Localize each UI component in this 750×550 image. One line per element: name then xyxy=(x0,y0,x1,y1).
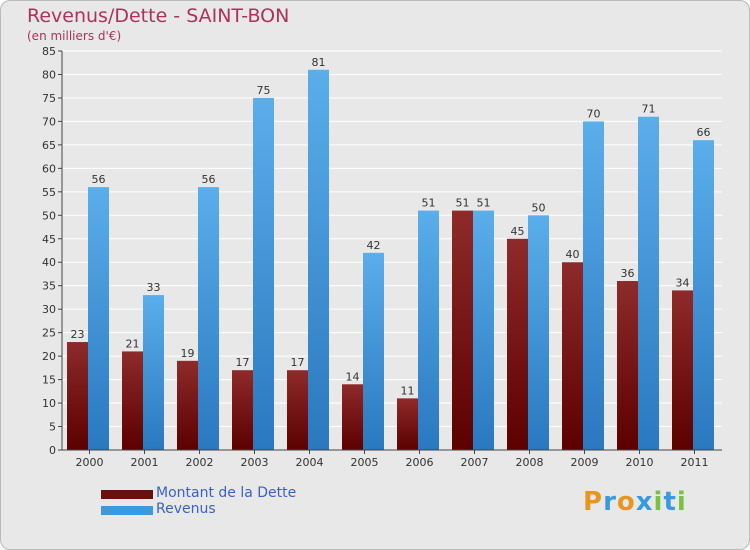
data-label-debt-2006: 11 xyxy=(401,384,415,397)
chart-title: Revenus/Dette - SAINT-BON xyxy=(27,5,290,27)
logo-letter: i xyxy=(676,487,687,517)
data-label-revenus-2000: 56 xyxy=(92,173,106,186)
bar-revenus-2011 xyxy=(693,140,714,450)
legend-label-revenus: Revenus xyxy=(156,501,216,517)
logo-letter: r xyxy=(603,487,617,517)
y-tick-label: 50 xyxy=(42,209,56,222)
data-label-debt-2009: 40 xyxy=(566,248,580,261)
bar-revenus-2008 xyxy=(528,215,549,450)
y-tick-label: 5 xyxy=(49,421,56,434)
proxiti-logo: Proxiti xyxy=(583,487,687,517)
x-tick-label: 2010 xyxy=(626,456,654,469)
data-label-revenus-2001: 33 xyxy=(147,281,161,294)
data-label-debt-2008: 45 xyxy=(511,225,525,238)
logo-letter: t xyxy=(663,487,677,517)
data-label-debt-2001: 21 xyxy=(126,337,140,350)
axes: 0 5 10 15 20 25 30 35 40 45 50 55 60 65 70 75 80 85 2000 20… xyxy=(42,45,722,469)
bar-debt-2002 xyxy=(177,360,198,450)
bar-debt-2007 xyxy=(452,210,473,450)
bar-debt-2000 xyxy=(67,342,88,450)
data-label-revenus-2002: 56 xyxy=(202,173,216,186)
bar-debt-2003 xyxy=(232,370,253,450)
data-label-revenus-2011: 66 xyxy=(697,126,711,139)
logo-letter: o xyxy=(616,487,636,517)
data-label-revenus-2004: 81 xyxy=(312,56,326,69)
x-tick-label: 2009 xyxy=(571,456,599,469)
x-tick-label: 2000 xyxy=(76,456,104,469)
x-tick-label: 2003 xyxy=(241,456,269,469)
y-tick-label: 70 xyxy=(42,115,56,128)
y-tick-label: 0 xyxy=(49,444,56,457)
data-label-debt-2003: 17 xyxy=(236,356,250,369)
bar-revenus-2002 xyxy=(198,187,219,451)
y-tick-label: 75 xyxy=(42,92,56,105)
bar-revenus-2005 xyxy=(363,252,384,450)
x-tick-label: 2004 xyxy=(296,456,324,469)
bar-debt-2009 xyxy=(562,262,583,450)
bar-revenus-2009 xyxy=(583,121,604,450)
bar-debt-2008 xyxy=(507,238,528,450)
data-label-debt-2011: 34 xyxy=(676,276,690,289)
y-tick-label: 55 xyxy=(42,186,56,199)
y-tick-label: 85 xyxy=(42,45,56,58)
data-label-debt-2010: 36 xyxy=(621,267,635,280)
legend-swatch-revenus xyxy=(101,506,153,515)
data-label-revenus-2003: 75 xyxy=(257,84,271,97)
data-label-debt-2004: 17 xyxy=(291,356,305,369)
y-tick-label: 40 xyxy=(42,256,56,269)
bar-debt-2001 xyxy=(122,351,143,450)
data-label-revenus-2006: 51 xyxy=(422,197,436,210)
x-tick-label: 2002 xyxy=(186,456,214,469)
bar-debt-2010 xyxy=(617,281,638,450)
bar-revenus-2000 xyxy=(88,187,109,451)
data-label-debt-2005: 14 xyxy=(346,370,360,383)
y-tick-label: 80 xyxy=(42,68,56,81)
y-tick-label: 35 xyxy=(42,280,56,293)
chart-subtitle: (en milliers d'€) xyxy=(27,29,122,43)
x-tick-label: 2006 xyxy=(406,456,434,469)
bars: 23 56 21 33 19 56 17 75 17 81 14 42 11 51 51 51 45 50 40 70… xyxy=(67,56,714,451)
data-label-revenus-2008: 50 xyxy=(532,201,546,214)
legend-label-debt: Montant de la Dette xyxy=(156,485,297,501)
logo-letter: P xyxy=(583,487,604,517)
y-tick-label: 20 xyxy=(42,350,56,363)
grid xyxy=(62,50,722,451)
data-label-debt-2000: 23 xyxy=(71,328,85,341)
y-tick-label: 10 xyxy=(42,397,56,410)
data-label-revenus-2010: 71 xyxy=(642,103,656,116)
data-label-debt-2007: 51 xyxy=(456,197,470,210)
x-tick-label: 2008 xyxy=(516,456,544,469)
x-tick-label: 2005 xyxy=(351,456,379,469)
y-tick-label: 60 xyxy=(42,162,56,175)
data-label-revenus-2005: 42 xyxy=(367,239,381,252)
bar-debt-2006 xyxy=(397,398,418,450)
bar-revenus-2010 xyxy=(638,116,659,450)
y-tick-label: 15 xyxy=(42,374,56,387)
bar-debt-2004 xyxy=(287,370,308,450)
data-label-revenus-2007: 51 xyxy=(477,197,491,210)
legend-swatch-debt xyxy=(101,490,153,499)
x-tick-label: 2007 xyxy=(461,456,489,469)
x-tick-label: 2001 xyxy=(131,456,159,469)
logo-letter: x xyxy=(635,487,654,517)
bar-revenus-2003 xyxy=(253,97,274,451)
y-tick-label: 25 xyxy=(42,327,56,340)
y-tick-label: 45 xyxy=(42,233,56,246)
logo-letter: i xyxy=(653,487,664,517)
y-tick-label: 65 xyxy=(42,139,56,152)
x-tick-label: 2011 xyxy=(681,456,709,469)
bar-revenus-2001 xyxy=(143,295,164,450)
y-tick-label: 30 xyxy=(42,303,56,316)
bar-revenus-2004 xyxy=(308,69,329,450)
bar-revenus-2007 xyxy=(473,210,494,450)
data-label-revenus-2009: 70 xyxy=(587,107,601,120)
bar-revenus-2006 xyxy=(418,210,439,450)
bar-debt-2011 xyxy=(672,290,693,450)
bar-debt-2005 xyxy=(342,384,363,450)
data-label-debt-2002: 19 xyxy=(181,347,195,360)
